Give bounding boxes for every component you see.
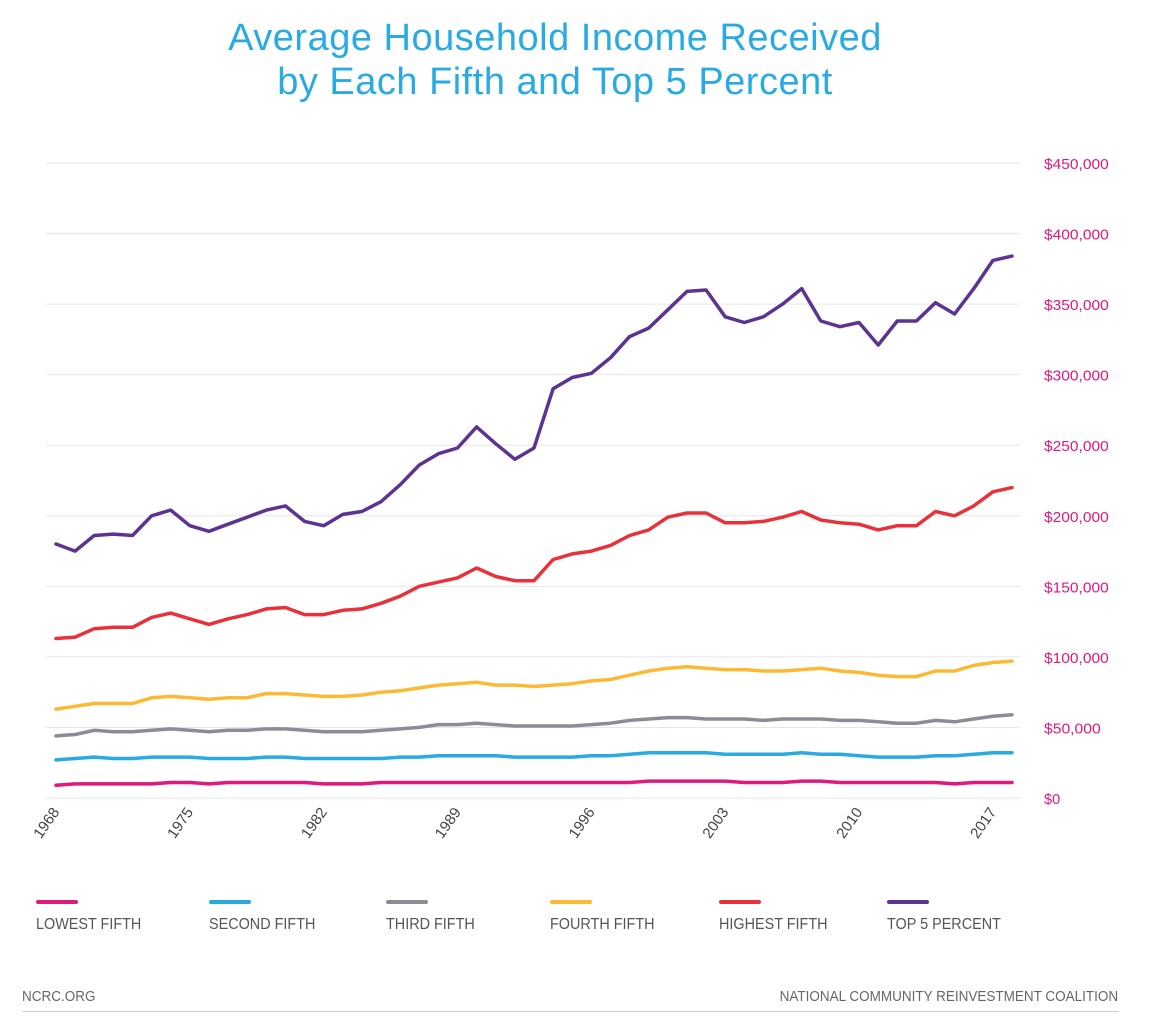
x-tick-label: 1968 bbox=[30, 805, 63, 842]
legend-item-top-5-percent: TOP 5 PERCENT bbox=[887, 900, 1014, 934]
y-tick-label: $250,000 bbox=[1044, 438, 1109, 455]
y-tick-label: $350,000 bbox=[1044, 297, 1109, 314]
legend-swatch bbox=[719, 900, 761, 904]
y-tick-label: $0 bbox=[1044, 791, 1060, 808]
x-tick-label: 1982 bbox=[298, 805, 331, 842]
legend-label: TOP 5 PERCENT bbox=[887, 916, 1001, 933]
legend-swatch bbox=[209, 900, 251, 904]
legend-label: LOWEST FIFTH bbox=[36, 916, 142, 933]
legend-item-third-fifth: THIRD FIFTH bbox=[386, 900, 485, 934]
series-line-second-fifth bbox=[54, 751, 1014, 762]
grid-lines bbox=[46, 162, 1020, 799]
legend-item-lowest-fifth: LOWEST FIFTH bbox=[36, 900, 153, 934]
x-axis-tick-labels: 1968 1975 1982 1989 1996 2003 2010 2017 bbox=[30, 805, 1000, 842]
legend-label: SECOND FIFTH bbox=[209, 916, 316, 933]
x-tick-label: 2010 bbox=[833, 805, 866, 842]
series-line-fourth-fifth bbox=[54, 659, 1014, 711]
y-tick-label: $200,000 bbox=[1044, 509, 1109, 526]
legend-swatch bbox=[36, 900, 78, 904]
x-tick-label: 1975 bbox=[164, 805, 197, 842]
x-tick-label: 2003 bbox=[699, 805, 732, 842]
legend-item-second-fifth: SECOND FIFTH bbox=[209, 900, 327, 934]
x-tick-label: 1996 bbox=[566, 805, 599, 842]
legend: LOWEST FIFTH SECOND FIFTH THIRD FIFTH FOURT… bbox=[0, 900, 1160, 950]
legend-label: FOURTH FIFTH bbox=[550, 916, 655, 933]
chart-title-line-2: by Each Fifth and Top 5 Percent bbox=[277, 61, 833, 103]
legend-label: THIRD FIFTH bbox=[386, 916, 475, 933]
y-tick-label: $300,000 bbox=[1044, 368, 1109, 385]
chart-title: Average Household Income Received by Eac… bbox=[0, 16, 1110, 104]
series-line-lowest-fifth bbox=[54, 779, 1014, 788]
y-tick-label: $100,000 bbox=[1044, 650, 1109, 667]
legend-swatch bbox=[887, 900, 929, 904]
y-axis-tick-labels: $0 $50,000 $100,000 $150,000 $200,000 $250,00… bbox=[1044, 156, 1109, 808]
chart-title-line-1: Average Household Income Received bbox=[228, 17, 882, 59]
y-tick-label: $150,000 bbox=[1044, 579, 1109, 596]
legend-swatch bbox=[386, 900, 428, 904]
line-chart: $0 $50,000 $100,000 $150,000 $200,000 $250,00… bbox=[30, 156, 1109, 842]
series-line-top-5-percent bbox=[54, 254, 1014, 553]
x-tick-label: 1989 bbox=[432, 805, 465, 842]
legend-item-fourth-fifth: FOURTH FIFTH bbox=[550, 900, 666, 934]
y-tick-label: $450,000 bbox=[1044, 156, 1109, 173]
series-lines bbox=[54, 254, 1014, 788]
footer-site: NCRC.ORG bbox=[22, 988, 96, 1005]
footer-divider bbox=[22, 1011, 1118, 1012]
legend-label: HIGHEST FIFTH bbox=[719, 916, 828, 933]
legend-swatch bbox=[550, 900, 592, 904]
series-line-third-fifth bbox=[54, 712, 1014, 738]
series-line-highest-fifth bbox=[54, 485, 1014, 641]
x-tick-label: 2017 bbox=[967, 805, 1000, 842]
y-tick-label: $400,000 bbox=[1044, 227, 1109, 244]
legend-item-highest-fifth: HIGHEST FIFTH bbox=[719, 900, 840, 934]
footer-organization: NATIONAL COMMUNITY REINVESTMENT COALITIO… bbox=[779, 988, 1118, 1005]
y-tick-label: $50,000 bbox=[1044, 720, 1101, 737]
